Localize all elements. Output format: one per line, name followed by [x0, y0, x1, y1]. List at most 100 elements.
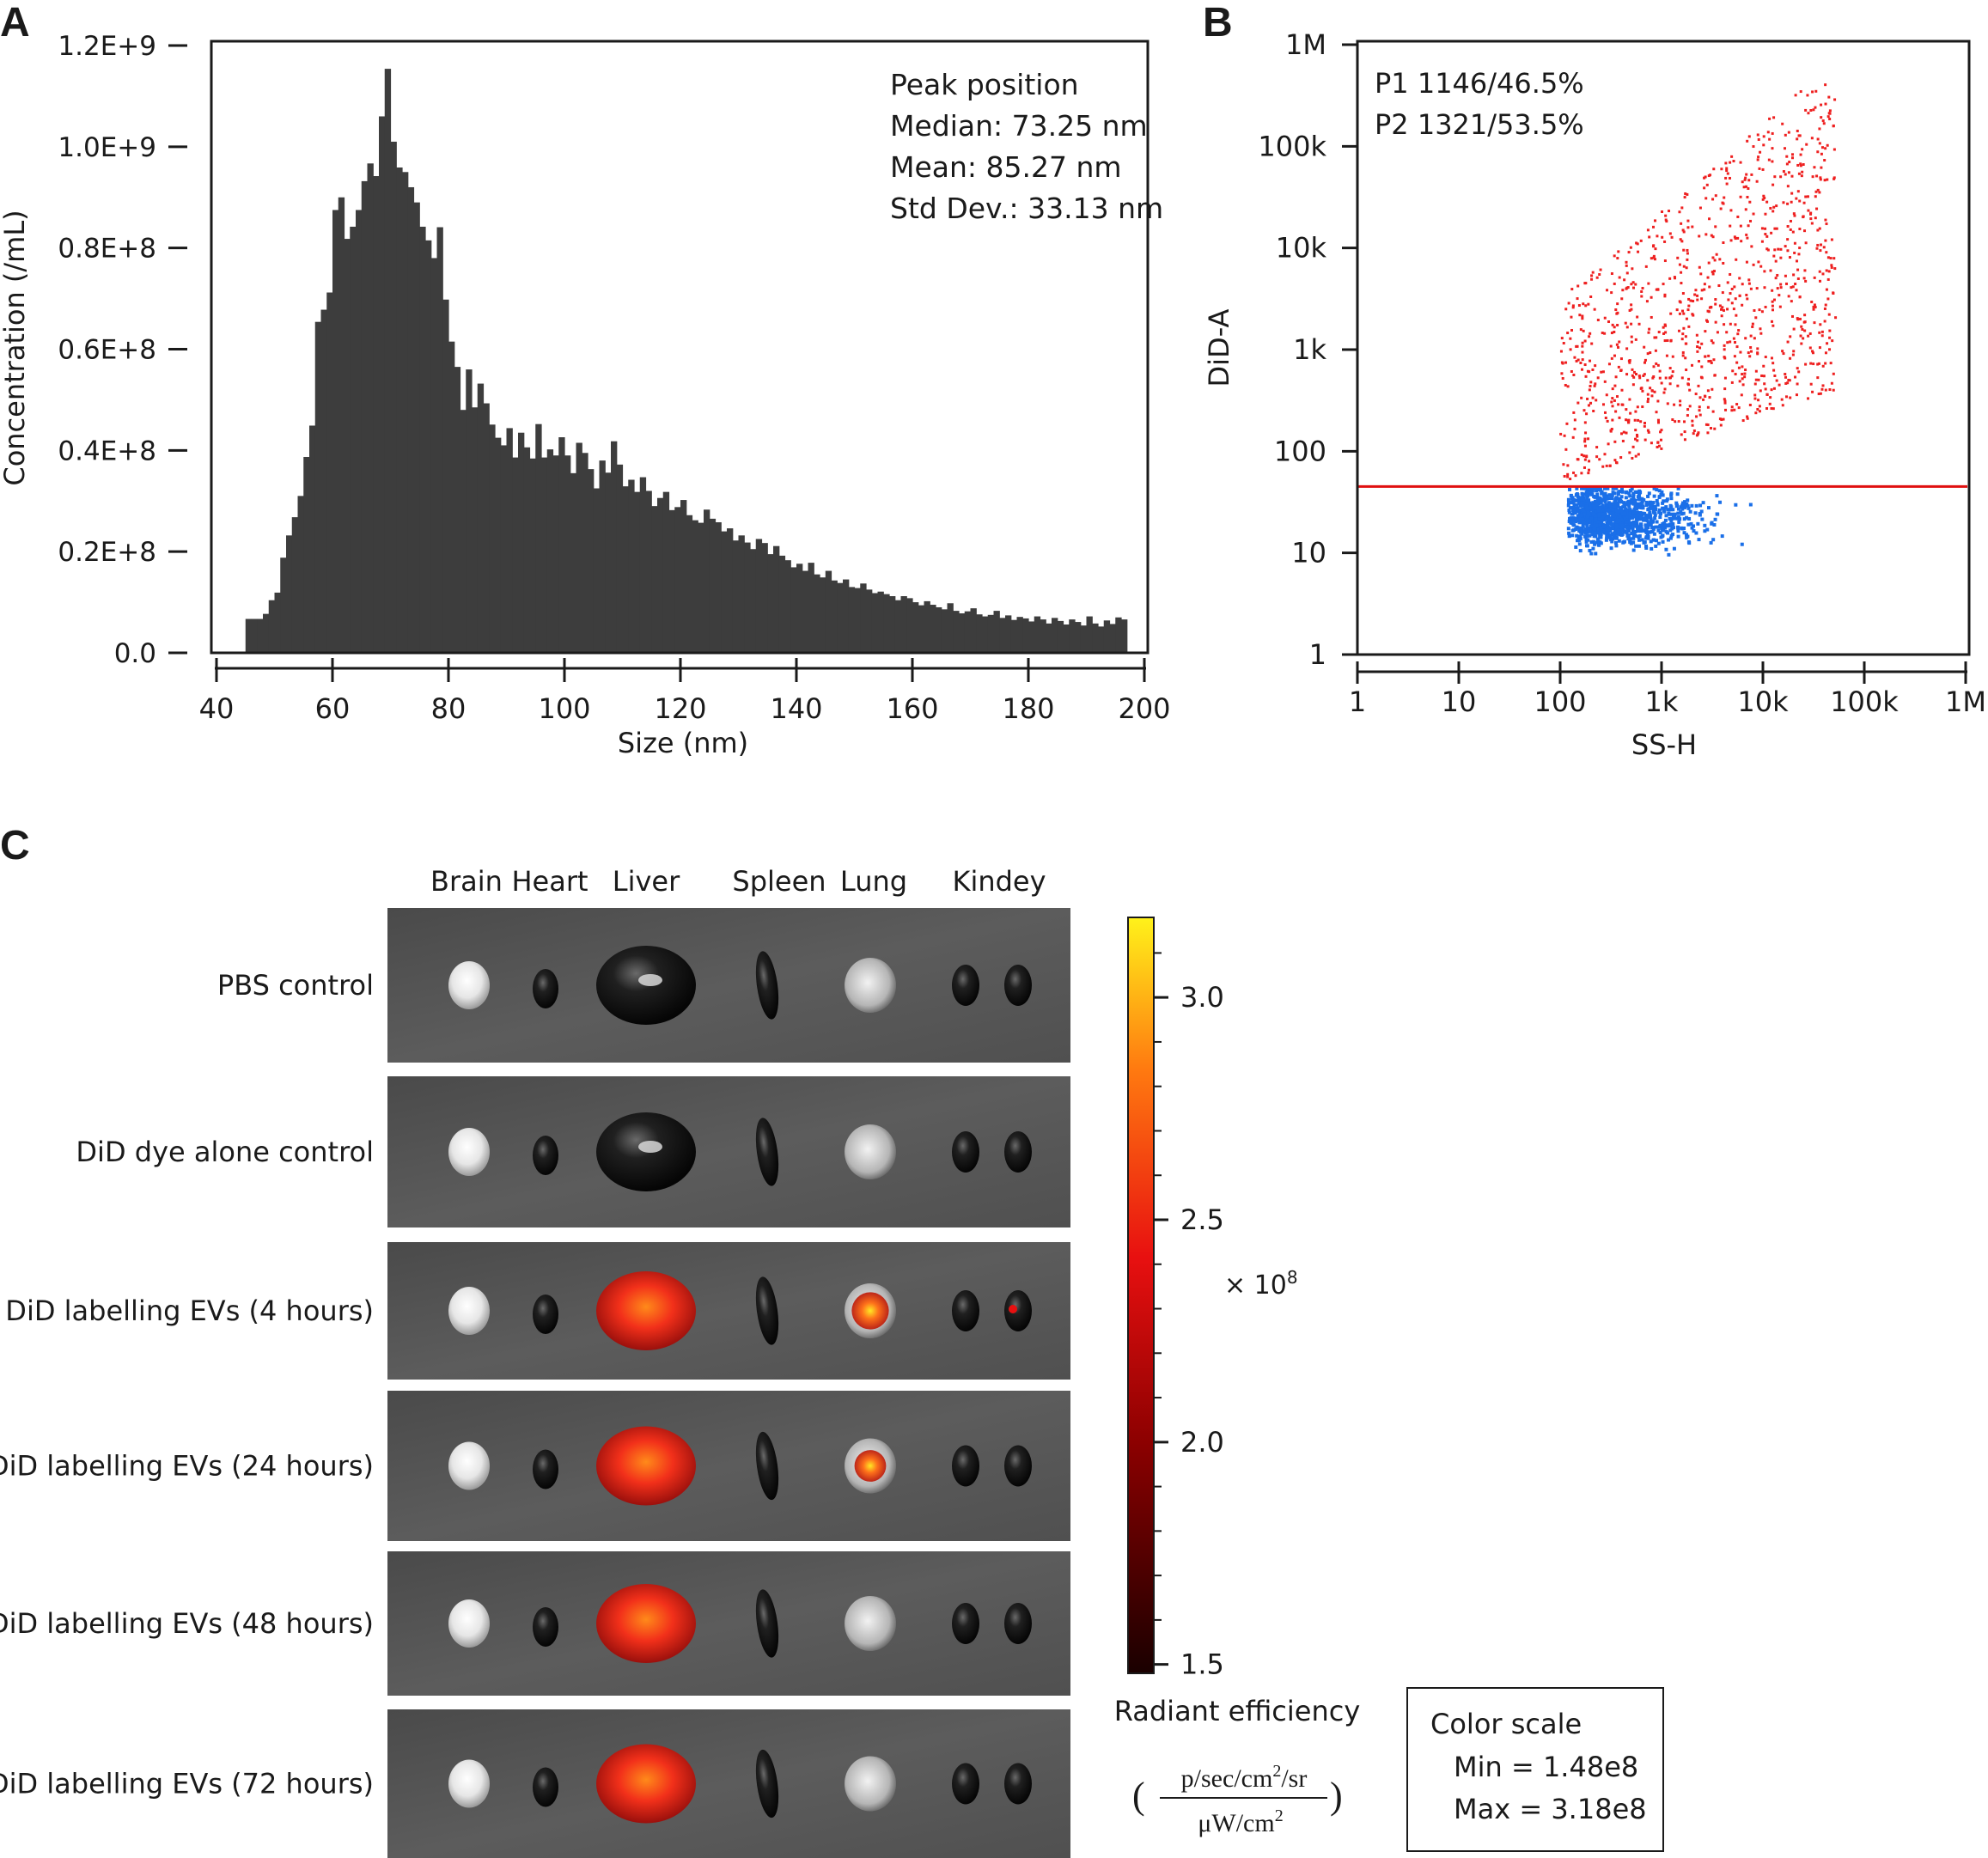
scatter-point-p2: [1588, 519, 1592, 523]
scatter-point-p1: [1587, 404, 1590, 407]
scatter-point-p1: [1809, 217, 1813, 221]
scatter-point-p1: [1704, 423, 1708, 426]
scatter-point-p2: [1707, 506, 1711, 510]
scatter-point-p1: [1756, 352, 1759, 356]
scatter-point-p1: [1755, 287, 1759, 290]
col-label-lung: Lung: [840, 865, 907, 898]
scatter-point-p1: [1747, 351, 1750, 355]
scatter-point-p2: [1668, 536, 1673, 540]
scatter-point-p2: [1672, 546, 1676, 551]
scatter-point-p1: [1625, 431, 1628, 435]
organ-column-labels: Brain Heart Liver Spleen Lung Kindey: [430, 865, 1046, 898]
scatter-point-p1: [1583, 440, 1587, 443]
scatter-point-p2: [1630, 531, 1634, 535]
scatter-point-p1: [1611, 418, 1614, 422]
scatter-point-p1: [1680, 433, 1683, 436]
scatter-point-p1: [1799, 164, 1802, 168]
histogram-bar: [784, 560, 791, 653]
scatter-point-p1: [1773, 175, 1777, 179]
scatter-point-p2: [1630, 487, 1634, 491]
organ-kidney: [1004, 1445, 1032, 1487]
histogram-bar: [959, 613, 966, 653]
scatter-point-p2: [1593, 527, 1597, 531]
scatter-point-p2: [1598, 540, 1602, 545]
scatter-point-p1: [1698, 413, 1702, 417]
scatter-point-p1: [1704, 330, 1707, 333]
x-tick-label: 1M: [1945, 685, 1986, 718]
scatter-point-p1: [1820, 334, 1824, 338]
scatter-point-p1: [1591, 368, 1595, 371]
scatter-point-p1: [1692, 432, 1695, 436]
scatter-point-p2: [1593, 519, 1597, 523]
scatter-point-p1: [1781, 350, 1784, 353]
scatter-point-p2: [1567, 531, 1571, 535]
scatter-point-p1: [1817, 393, 1820, 396]
scatter-point-p1: [1664, 214, 1668, 217]
scatter-point-p2: [1620, 490, 1625, 494]
scatter-point-p1: [1771, 147, 1774, 150]
scatter-point-p1: [1573, 356, 1576, 359]
scatter-point-p1: [1744, 337, 1747, 340]
scatter-point-p1: [1730, 409, 1734, 412]
scatter-point-p1: [1710, 306, 1713, 309]
y-tick-label: 1.2E+9: [58, 31, 156, 62]
scatter-point-p1: [1753, 308, 1756, 312]
histogram-bar: [350, 226, 357, 653]
scatter-point-p1: [1646, 379, 1650, 382]
scatter-point-p2: [1605, 515, 1609, 520]
scatter-point-p2: [1593, 529, 1597, 533]
scatter-point-p1: [1772, 298, 1776, 302]
scatter-point-p2: [1602, 491, 1607, 496]
scatter-point-p1: [1625, 326, 1629, 329]
scatter-point-p1: [1792, 212, 1796, 216]
scatter-point-p2: [1710, 521, 1714, 525]
scatter-point-p1: [1771, 131, 1774, 135]
histogram-bar: [1034, 616, 1041, 653]
scatter-point-p1: [1715, 253, 1718, 256]
scatter-point-p1: [1631, 267, 1634, 271]
scatter-point-p2: [1597, 531, 1601, 535]
scatter-point-p1: [1760, 374, 1764, 377]
scatter-point-p1: [1610, 272, 1613, 276]
histogram-bar: [303, 456, 310, 653]
organ-liver: [596, 1744, 696, 1824]
scatter-point-p2: [1604, 538, 1608, 542]
scatter-point-p1: [1802, 277, 1806, 280]
scatter-point-p1: [1733, 355, 1736, 358]
scatter-point-p2: [1610, 493, 1614, 497]
scatter-point-p1: [1683, 430, 1686, 434]
scatter-point-p1: [1736, 332, 1740, 336]
scatter-point-p1: [1729, 209, 1733, 212]
scatter-point-p1: [1770, 407, 1773, 411]
scatter-point-p2: [1617, 516, 1621, 521]
scatter-point-p2: [1588, 492, 1592, 496]
scatter-point-p2: [1613, 523, 1618, 527]
scatter-point-p1: [1593, 308, 1596, 311]
scatter-point-p1: [1570, 315, 1573, 319]
scatter-point-p2: [1705, 527, 1710, 532]
kidney-signal: [1009, 1305, 1017, 1313]
histogram-bar: [1057, 620, 1064, 653]
scatter-point-p1: [1664, 376, 1668, 380]
scatter-point-p2: [1700, 517, 1704, 521]
scatter-point-p1: [1810, 222, 1814, 225]
scatter-point-p1: [1674, 420, 1677, 423]
row-label: PBS control: [217, 969, 374, 1002]
scatter-point-p1: [1619, 369, 1623, 372]
scatter-point-p1: [1820, 330, 1824, 333]
scatter-point-p1: [1728, 176, 1731, 180]
scatter-point-p2: [1576, 509, 1581, 513]
scatter-point-p1: [1747, 186, 1750, 190]
scatter-point-p2: [1576, 506, 1580, 510]
scatter-point-p1: [1637, 250, 1640, 253]
scatter-point-p1: [1703, 394, 1706, 398]
scatter-point-p2: [1634, 520, 1638, 524]
scatter-point-p2: [1575, 498, 1579, 503]
scatter-point-p1: [1700, 289, 1704, 292]
x-tick-label: 1k: [1645, 685, 1679, 718]
scatter-point-p1: [1738, 294, 1741, 297]
scatter-point-p1: [1743, 372, 1747, 375]
scatter-point-p2: [1571, 509, 1576, 513]
y-tick-label: 0.8E+8: [58, 234, 156, 265]
scatter-point-p2: [1609, 538, 1613, 542]
